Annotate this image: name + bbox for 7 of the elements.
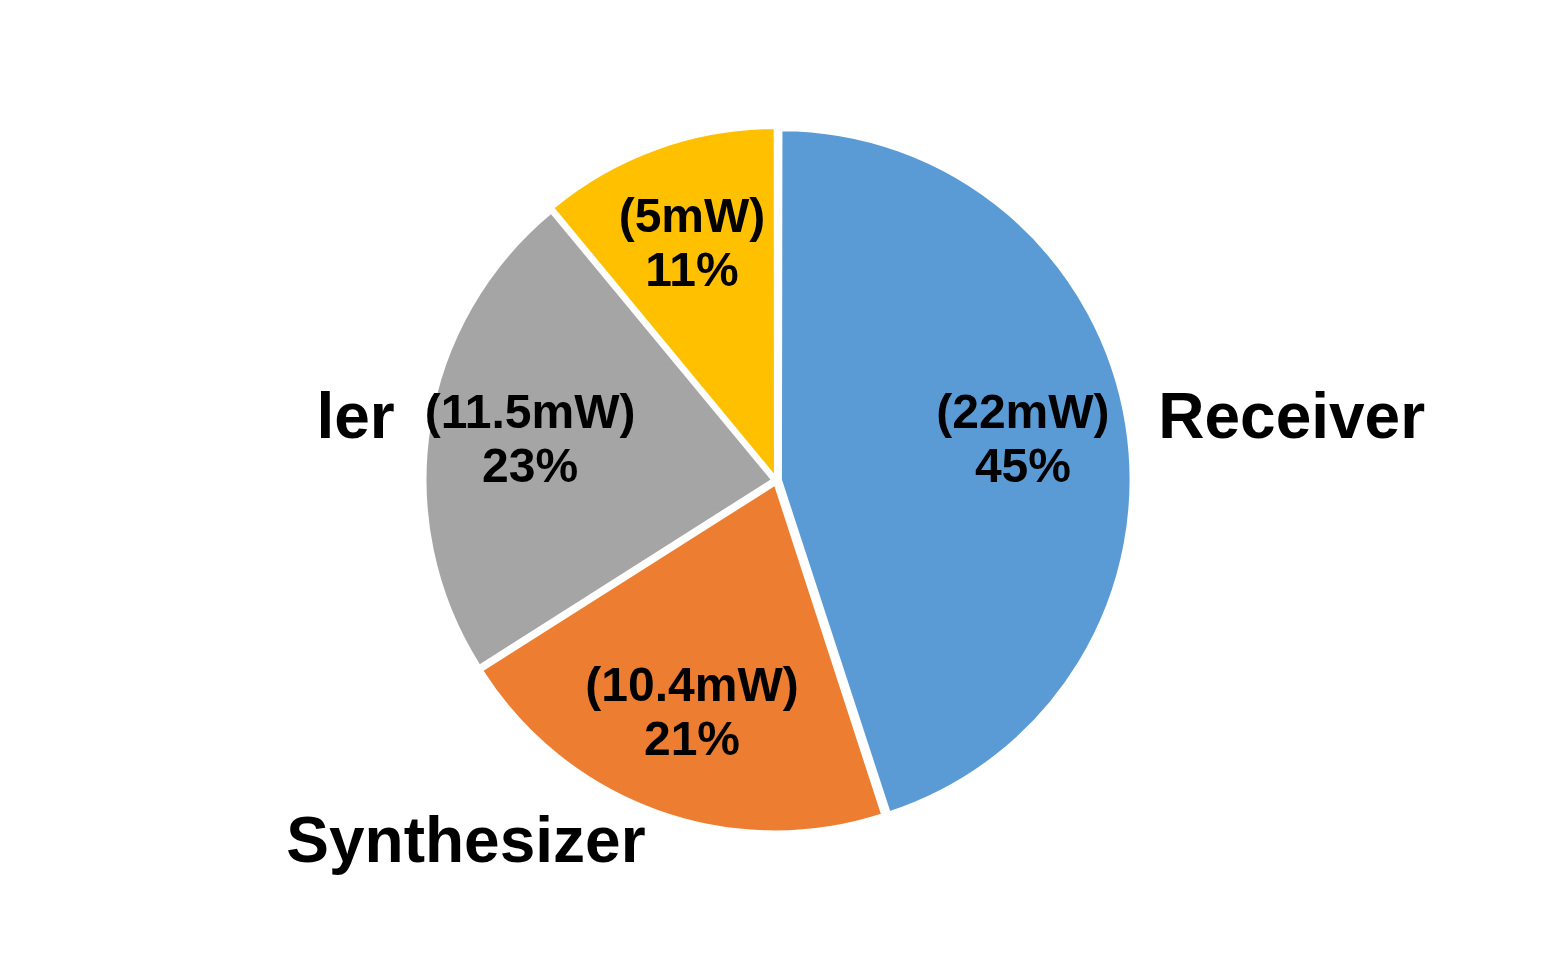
data-label: (11.5mW) 23% (424, 384, 636, 492)
slice-label: ler (316, 379, 395, 452)
data-label: (22mW) 45% (936, 384, 1110, 492)
data-label: (5mW) 11% (618, 189, 766, 296)
data-label: (10.4mW) 21% (585, 658, 799, 766)
slice-label: Synthesizer (286, 803, 646, 876)
slice-label: Receiver (1158, 379, 1426, 452)
